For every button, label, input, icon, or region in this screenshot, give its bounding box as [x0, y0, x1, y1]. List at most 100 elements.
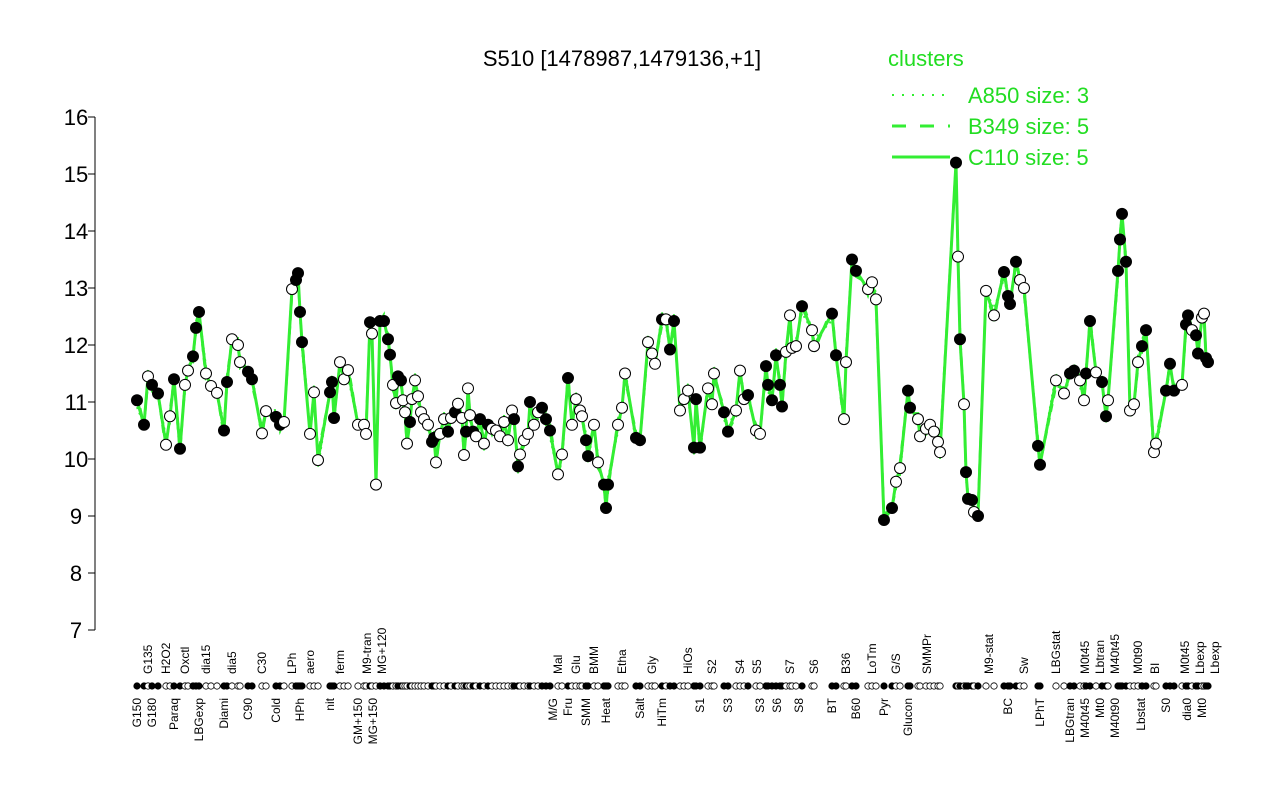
data-point [634, 434, 646, 447]
rug-mark [792, 682, 800, 690]
data-point [200, 367, 212, 380]
data-point [544, 424, 556, 437]
data-point [292, 267, 304, 280]
data-point [886, 502, 898, 515]
data-point [458, 449, 470, 462]
rug-mark [896, 682, 904, 690]
x-tick-label-top: Lbexp [1208, 641, 1222, 674]
data-point [808, 340, 820, 353]
data-point [846, 253, 858, 266]
x-tick-label-top: M9-tran [360, 633, 374, 674]
data-point [894, 462, 906, 475]
data-point [211, 386, 223, 399]
x-tick-label-top: Glu [569, 655, 583, 674]
data-point [508, 413, 520, 426]
data-point [1140, 324, 1152, 337]
x-tick-label-top: LBGstat [1049, 630, 1063, 674]
x-tick-label-bottom: BC [1001, 698, 1015, 715]
data-point [796, 300, 808, 313]
x-tick-label-bottom: GM+150 [351, 698, 365, 745]
data-point [399, 406, 411, 419]
rug-mark [724, 682, 732, 690]
x-tick-label-bottom: nit [323, 697, 337, 710]
y-tick-label: 15 [64, 162, 88, 187]
rug-mark [170, 682, 178, 690]
data-point [1068, 364, 1080, 377]
rug-mark [744, 682, 752, 690]
x-tick-label-bottom: HiTm [655, 698, 669, 727]
data-point [522, 427, 534, 440]
rug-mark [710, 682, 718, 690]
x-tick-label-bottom: Mt0 [1195, 698, 1209, 718]
data-point [179, 378, 191, 391]
x-tick-label-top: B36 [839, 652, 853, 674]
x-tick-label-bottom: M/G [546, 698, 560, 721]
data-point [138, 418, 150, 431]
data-point [664, 343, 676, 356]
data-point [960, 466, 972, 479]
rug-mark [1086, 682, 1094, 690]
data-point [972, 510, 984, 522]
data-point [1058, 387, 1070, 400]
data-point [442, 425, 454, 438]
data-point [988, 309, 1000, 322]
rug-mark [236, 682, 244, 690]
data-point [602, 478, 614, 491]
data-point [1004, 297, 1016, 310]
x-tick-label-top: C30 [255, 652, 269, 674]
data-point [260, 405, 272, 418]
x-tick-label-top: Lbexp [1193, 641, 1207, 674]
rug-mark [228, 682, 236, 690]
data-point [556, 448, 568, 461]
data-point [1182, 309, 1194, 322]
data-point [866, 276, 878, 289]
x-tick-labels: G135 H2O2 Oxctl dia15 dia5 C30 LPh aero ferm M9-t… [130, 627, 1222, 744]
rug-mark [684, 682, 692, 690]
data-point [980, 284, 992, 297]
rug-mark [982, 682, 990, 690]
data-point [954, 333, 966, 346]
data-point [232, 339, 244, 351]
x-tick-label-top: M0t90 [1131, 640, 1145, 674]
x-tick-label-bottom: MG+150 [366, 698, 380, 745]
data-point [304, 427, 316, 440]
data-point [722, 425, 734, 438]
rug-mark [344, 682, 352, 690]
data-point [160, 438, 172, 451]
rug-mark [558, 682, 566, 690]
chart-title: S510 [1478987,1479136,+1] [483, 46, 761, 71]
rug-mark [280, 682, 288, 690]
data-point [694, 441, 706, 454]
x-tick-label-top: Mal [551, 655, 565, 674]
data-point [1084, 315, 1096, 328]
data-point [760, 360, 772, 373]
x-tick-label-top: Sw [1017, 657, 1031, 674]
data-point [592, 456, 604, 469]
data-point [234, 356, 246, 369]
x-tick-label-bottom: S3 [753, 698, 767, 713]
x-tick-label-top: M0t45 [1178, 640, 1192, 674]
rug-mark [974, 682, 982, 690]
rug-mark [852, 682, 860, 690]
x-tick-label-bottom: Mt0 [1093, 698, 1107, 718]
data-point [754, 427, 766, 440]
rug-mark [1204, 682, 1212, 690]
x-tick-label-bottom: C90 [241, 698, 255, 720]
data-point [734, 364, 746, 377]
data-point [1176, 378, 1188, 391]
data-point [806, 324, 818, 337]
data-point [540, 413, 552, 426]
data-point [312, 454, 324, 467]
data-point [1050, 374, 1062, 387]
rug-mark [154, 682, 162, 690]
rug [133, 682, 1212, 690]
data-point [512, 460, 524, 473]
rug-mark [1052, 682, 1060, 690]
rug-mark [1142, 682, 1150, 690]
x-tick-label-top: S5 [750, 659, 764, 674]
data-point [742, 389, 754, 402]
x-tick-label-bottom: HPh [293, 698, 307, 721]
rug-mark [1006, 682, 1014, 690]
legend-title: clusters [888, 46, 964, 71]
x-tick-label-bottom: Cold [269, 698, 283, 723]
